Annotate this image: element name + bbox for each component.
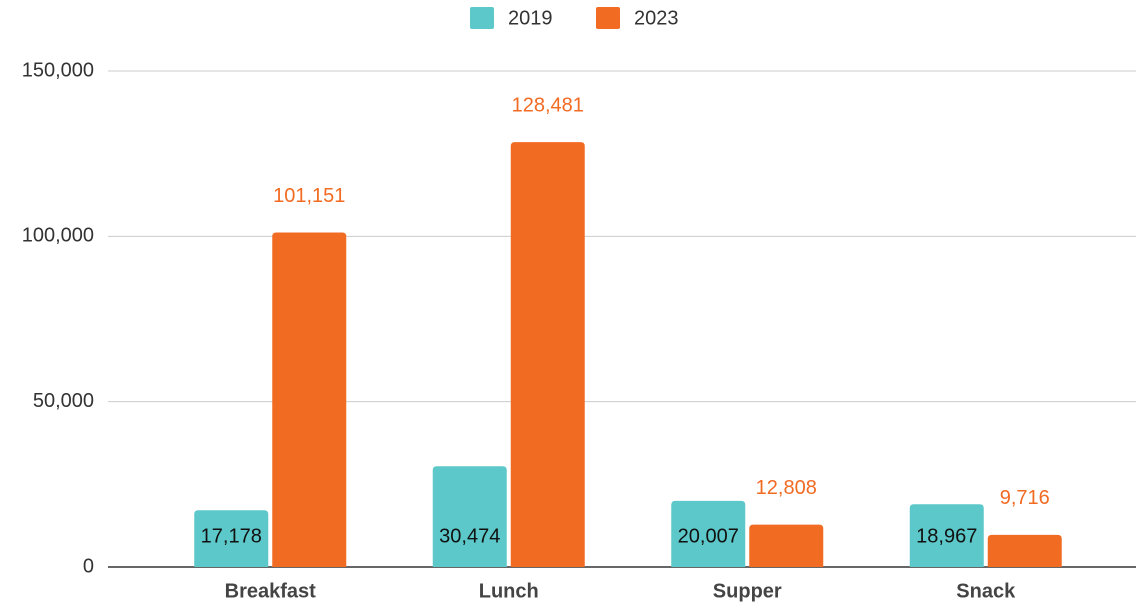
x-tick-label: Lunch	[479, 580, 539, 602]
data-label: 12,808	[756, 477, 817, 499]
x-tick-label: Breakfast	[225, 580, 317, 602]
y-tick-label: 150,000	[22, 59, 94, 81]
data-label: 101,151	[273, 185, 345, 207]
bar	[510, 142, 585, 567]
bar	[194, 510, 269, 567]
x-tick-label: Snack	[956, 580, 1016, 602]
bar	[671, 500, 746, 567]
legend-label: 2023	[634, 7, 679, 29]
data-label: 18,967	[916, 525, 977, 547]
y-tick-label: 100,000	[22, 225, 94, 247]
bar	[432, 466, 507, 567]
data-label: 128,481	[512, 94, 584, 116]
bar	[909, 504, 984, 567]
data-label: 17,178	[201, 525, 262, 547]
legend-label: 2019	[508, 7, 553, 29]
bar	[272, 232, 347, 568]
y-tick-label: 0	[83, 555, 94, 577]
legend-swatch	[470, 7, 494, 29]
bar	[987, 534, 1062, 567]
data-label: 20,007	[678, 525, 739, 547]
data-label: 9,716	[1000, 487, 1050, 509]
legend-swatch	[596, 7, 620, 29]
x-tick-label: Supper	[713, 580, 782, 602]
y-tick-label: 50,000	[33, 390, 94, 412]
data-label: 30,474	[439, 525, 500, 547]
bar	[749, 524, 824, 567]
